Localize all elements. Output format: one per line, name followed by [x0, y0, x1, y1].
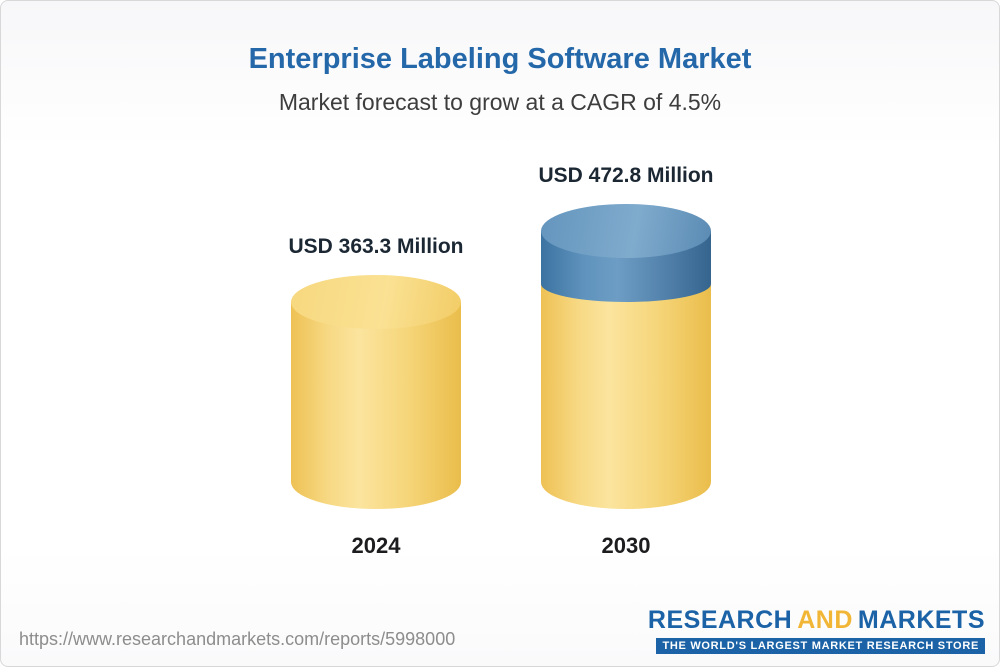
chart-title: Enterprise Labeling Software Market	[248, 43, 752, 75]
logo-tagline: THE WORLD'S LARGEST MARKET RESEARCH STOR…	[656, 638, 985, 654]
logo-word-and: AND	[797, 606, 853, 634]
x-axis-label-2030: 2030	[601, 533, 651, 558]
research-and-markets-logo: RESEARCH AND MARKETS THE WORLD'S LARGEST M…	[648, 606, 985, 654]
report-url: https://www.researchandmarkets.com/repor…	[19, 629, 456, 649]
logo-wordmark: RESEARCH AND MARKETS	[648, 606, 985, 635]
cylinder-top-yellow	[291, 275, 461, 329]
x-axis-label-2024: 2024	[351, 533, 401, 558]
cylinder-bar-2024	[291, 275, 461, 509]
bar-value-label-2030: USD 472.8 Million	[538, 164, 714, 187]
logo-word-research: RESEARCH	[647, 606, 793, 634]
chart-subtitle: Market forecast to grow at a CAGR of 4.5…	[278, 89, 722, 115]
cylinder-body-yellow	[291, 302, 461, 509]
bar-value-label-2024: USD 363.3 Million	[288, 235, 464, 258]
logo-word-markets: MARKETS	[857, 606, 985, 634]
cylinder-top-blue	[541, 204, 711, 258]
cylinder-bar-2030	[541, 204, 711, 509]
